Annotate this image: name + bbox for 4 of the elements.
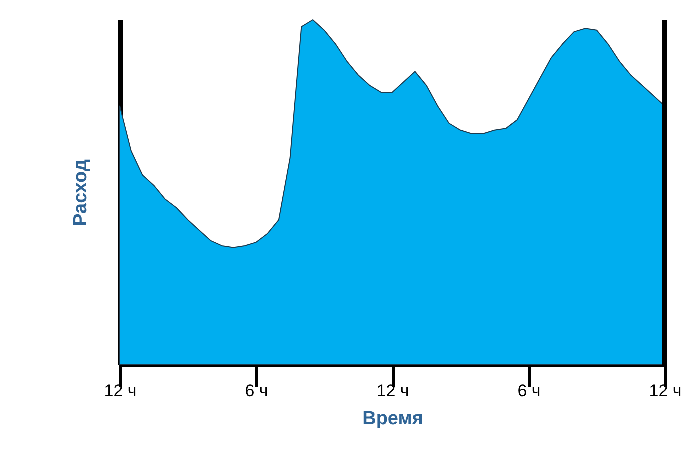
- x-axis-title: Время: [362, 408, 424, 430]
- y-axis-title: Расход: [70, 160, 92, 226]
- x-tick-label: 6 ч: [518, 382, 541, 400]
- x-tick-label: 6 ч: [245, 382, 268, 400]
